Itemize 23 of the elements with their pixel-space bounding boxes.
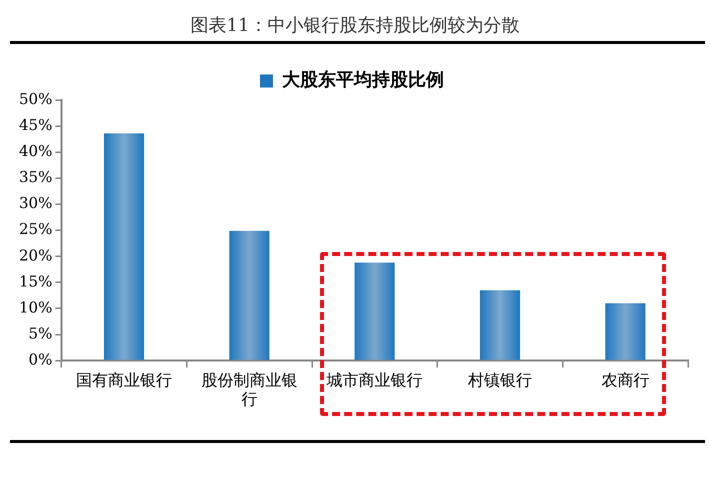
y-tick-label: 0% [28, 350, 52, 368]
y-tick-label: 50% [18, 90, 52, 108]
bar [480, 290, 520, 360]
y-tick-label: 30% [18, 194, 52, 212]
x-tick-label: 国有商业银行 [76, 370, 172, 390]
bar [354, 262, 395, 360]
x-tick-label: 村镇银行 [467, 370, 532, 390]
y-tick-label: 40% [18, 142, 52, 160]
bar [229, 230, 270, 360]
x-tick-label: 城市商业银行 [326, 370, 423, 390]
chart-title: 图表11：中小银行股东持股比例较为分散 [190, 14, 520, 37]
y-tick-label: 25% [18, 220, 52, 238]
bar [605, 303, 646, 360]
y-tick-label: 35% [18, 168, 52, 186]
bar [104, 133, 144, 360]
y-tick-label: 20% [18, 246, 52, 264]
y-tick-label: 15% [18, 272, 52, 290]
legend-label: 大股东平均持股比例 [281, 70, 444, 91]
x-tick-label: 股份制商业银行 [201, 370, 298, 409]
y-tick-label: 45% [18, 116, 52, 134]
y-tick-label: 5% [28, 324, 52, 342]
y-tick-label: 10% [18, 298, 52, 316]
x-tick-label: 农商行 [601, 370, 650, 390]
